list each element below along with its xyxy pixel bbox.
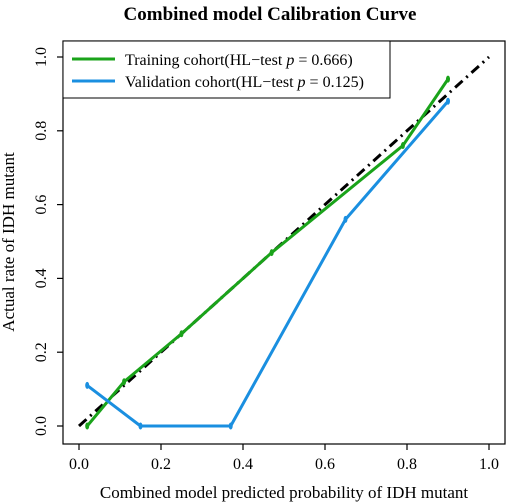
training-data-point <box>269 249 274 257</box>
x-tick-label: 0.8 <box>397 456 417 473</box>
training-series-line <box>86 78 450 427</box>
chart-title: Combined model Calibration Curve <box>124 4 417 25</box>
y-tick-label: 0.4 <box>33 268 50 288</box>
y-tick-label: 0.6 <box>33 195 50 215</box>
validation-data-point <box>446 97 450 105</box>
training-data-point <box>122 378 127 386</box>
training-data-point <box>446 75 450 83</box>
axis-ticks: 0.0 0.2 0.4 0.6 0.8 1.0 0.0 0.2 0.4 0.6 0.8 1.0 <box>33 47 499 473</box>
validation-series-line <box>86 100 450 428</box>
training-data-point <box>179 330 184 338</box>
legend-box <box>62 40 391 99</box>
legend: Training cohort(HL−test p = 0.666) Valid… <box>62 40 391 99</box>
validation-data-point <box>228 422 233 430</box>
y-tick-label: 0.0 <box>33 416 50 436</box>
y-tick-label: 0.8 <box>33 121 50 141</box>
x-axis-label: Combined model predicted probability of … <box>100 483 469 502</box>
x-tick-label: 0.0 <box>69 456 89 473</box>
legend-label-training: Training cohort(HL−test p = 0.666) <box>125 52 353 69</box>
y-tick-label: 1.0 <box>33 47 50 67</box>
training-data-point <box>400 142 405 150</box>
x-tick-label: 0.4 <box>233 456 253 473</box>
y-tick-label: 0.2 <box>33 342 50 362</box>
x-tick-label: 0.2 <box>151 456 171 473</box>
y-axis-label: Actual rate of IDH mutant <box>0 152 18 332</box>
training-data-point <box>85 422 90 430</box>
reference-diagonal-line <box>77 55 491 428</box>
legend-label-validation: Validation cohort(HL−test p = 0.125) <box>125 74 364 91</box>
x-tick-label: 0.6 <box>315 456 335 473</box>
x-tick-label: 1.0 <box>479 456 499 473</box>
validation-data-point <box>85 381 90 389</box>
validation-data-point <box>138 422 143 430</box>
validation-data-point <box>343 215 348 223</box>
series-layer <box>85 75 450 430</box>
